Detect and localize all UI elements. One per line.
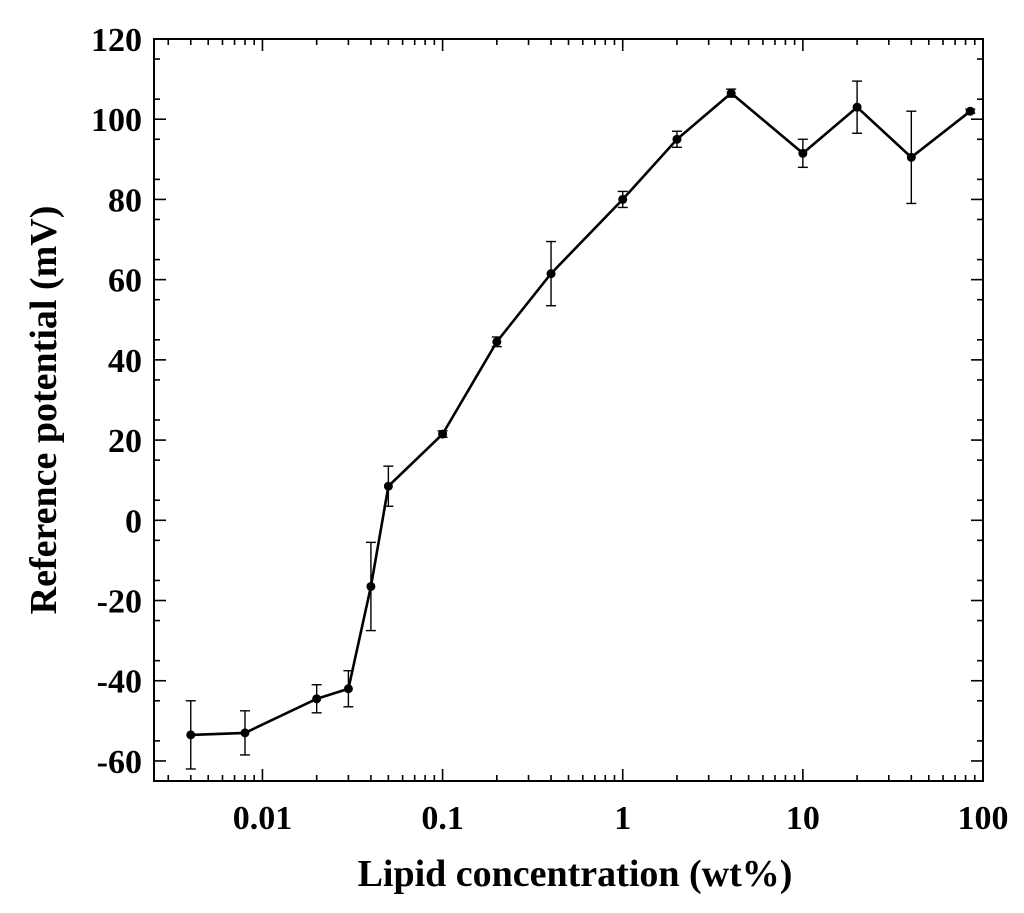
y-tick-label: 20 (108, 423, 142, 460)
data-point (672, 134, 682, 144)
y-tick-label: -40 (97, 664, 142, 701)
x-axis-label: Lipid concentration (wt%) (358, 853, 793, 895)
y-tick-label: 40 (108, 343, 142, 380)
y-tick-label: -20 (97, 584, 142, 621)
x-tick-label: 100 (958, 800, 1009, 837)
x-tick-label: 0.01 (233, 800, 293, 837)
data-point (492, 337, 502, 347)
data-point (726, 88, 736, 98)
series-line (190, 91, 972, 737)
y-tick-label: -60 (97, 744, 142, 781)
data-point (240, 728, 250, 738)
y-tick-label: 120 (91, 22, 142, 59)
x-tick-label: 10 (786, 800, 820, 837)
data-point (852, 102, 862, 112)
data-point (906, 152, 916, 162)
y-tick-label: 0 (125, 503, 142, 540)
data-point (383, 481, 393, 491)
error-bars (185, 80, 976, 770)
data-point (618, 194, 628, 204)
data-points (186, 88, 975, 740)
data-point (312, 694, 322, 704)
y-tick-label: 60 (108, 263, 142, 300)
data-point (343, 684, 353, 694)
data-point (186, 730, 196, 740)
plot-frame (153, 38, 984, 782)
data-point (546, 269, 556, 279)
data-point (965, 106, 975, 116)
data-point (438, 429, 448, 439)
y-tick-label: 80 (108, 182, 142, 219)
y-axis-label: Reference potential (mV) (23, 206, 65, 615)
x-tick-label: 0.1 (421, 800, 464, 837)
y-tick-label: 100 (91, 102, 142, 139)
x-tick-label: 1 (614, 800, 631, 837)
x-axis: 0.01 0.1 1 10 100 (167, 39, 1009, 837)
y-axis: 120 100 80 60 40 20 0 -20 -40 -60 (91, 22, 983, 782)
data-point (798, 148, 808, 158)
data-point (366, 581, 376, 591)
